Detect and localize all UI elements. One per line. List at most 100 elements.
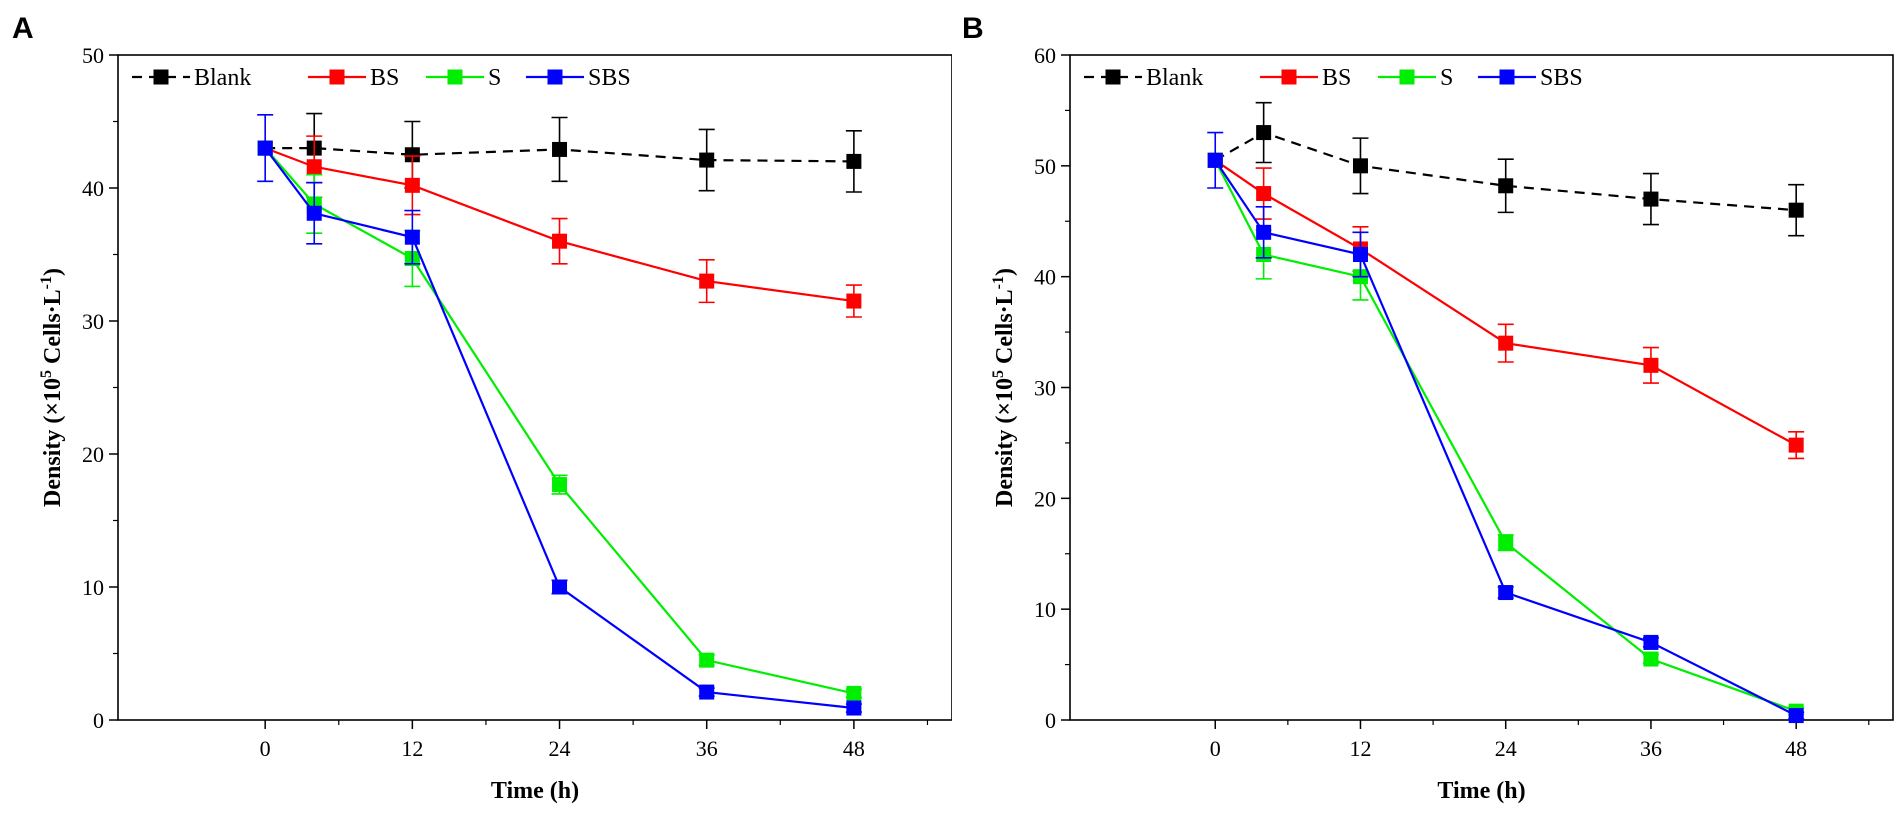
- chart-a-legend-bs: BS: [308, 65, 399, 91]
- chart-b-series-blank-marker: [1352, 158, 1368, 174]
- chart-b-y-axis-title-unit-sup: -1: [990, 276, 1007, 289]
- chart-a-legend-s-marker: [447, 69, 463, 85]
- chart-b-legend-bs-label: BS: [1322, 65, 1351, 91]
- chart-b-series-blank-marker: [1643, 191, 1659, 207]
- chart-b-legend-sbs: SBS: [1478, 65, 1583, 91]
- chart-b-series-bs-line: [1214, 159, 1797, 447]
- chart-a-series-bs-marker: [306, 159, 322, 175]
- chart-a-legend-blank: Blank: [132, 65, 251, 91]
- chart-a-series-s-marker: [699, 652, 715, 668]
- chart-a-legend-blank-label: Blank: [194, 65, 251, 91]
- chart-a-y-tick-label: 30: [82, 309, 104, 334]
- chart-b-x-tick-label: 12: [1349, 736, 1371, 761]
- chart-b-legend-s-label: S: [1440, 65, 1453, 91]
- chart-panel-a: A 0 12 24 36 48 0 10 20 30 40 50 Time (h) Density (×1…: [0, 0, 953, 817]
- chart-b-y-axis-title-unit: Cells·L: [992, 289, 1018, 370]
- chart-b-series-bs-marker: [1498, 335, 1514, 351]
- chart-b-series-sbs-marker: [1352, 247, 1368, 262]
- chart-a-y-tick-label: 20: [82, 442, 104, 467]
- chart-b-series-blank-marker: [1256, 125, 1272, 141]
- chart-b-series-blank-marker: [1788, 202, 1804, 218]
- chart-a-series-bs-line: [264, 147, 855, 303]
- chart-a-series-bs-marker: [699, 273, 715, 289]
- chart-a-svg: A 0 12 24 36 48 0 10 20 30 40 50 Time (h) Density (×1…: [12, 12, 953, 804]
- chart-b-series-bs-marker: [1788, 437, 1804, 453]
- chart-a-series-s-marker: [846, 685, 862, 701]
- chart-b-y-tick-label: 40: [1034, 265, 1056, 290]
- chart-b-y-tick-label: 20: [1034, 486, 1056, 511]
- chart-a-series-sbs-marker: [404, 229, 420, 245]
- chart-a-y-tick-label: 0: [93, 708, 104, 733]
- chart-b-legend-s: S: [1378, 65, 1453, 91]
- chart-a-y-tick-label: 40: [82, 176, 104, 201]
- chart-b-legend-sbs-label: SBS: [1540, 65, 1583, 91]
- chart-a-legend-sbs-label: SBS: [588, 65, 631, 91]
- chart-a-series-blank-line: [265, 147, 854, 163]
- chart-b-y-tick-label: 60: [1034, 43, 1056, 68]
- chart-a-series-sbs: [257, 114, 862, 716]
- chart-b-series-sbs-marker: [1788, 708, 1804, 724]
- chart-a-series-s-marker: [552, 477, 568, 493]
- chart-a-series-sbs-marker: [257, 140, 273, 156]
- chart-b-series-blank: [1207, 101, 1805, 237]
- chart-a-plot-frame: [117, 54, 953, 721]
- chart-b-legend-s-marker: [1399, 69, 1415, 85]
- chart-a-y-axis-title-sup: 5: [38, 370, 55, 378]
- chart-a-x-axis-title: Time (h): [491, 778, 579, 804]
- chart-a-x-tick-label: 12: [401, 736, 423, 761]
- chart-panel-b: B 0 12 24 36 48 0 10 20 30 40 50 60 Time (h) Density (…: [952, 0, 1904, 817]
- chart-a-series-blank-marker: [552, 141, 568, 157]
- chart-a-series-bs-marker: [404, 177, 420, 193]
- chart-b-x-tick-label: 0: [1210, 736, 1221, 761]
- chart-b-legend-bs: BS: [1260, 65, 1351, 91]
- chart-a-series-blank-marker: [699, 152, 715, 168]
- chart-b-series-bs-marker: [1256, 186, 1272, 202]
- chart-b-y-axis-title: Density (×105 Cells·L-1): [990, 268, 1018, 507]
- chart-a-x-tick-label: 48: [843, 736, 865, 761]
- chart-a-x-tick-label: 0: [260, 736, 271, 761]
- chart-b-series-blank-marker: [1498, 178, 1514, 194]
- chart-a-legend-bs-label: BS: [370, 65, 399, 91]
- chart-b-series-sbs-marker: [1256, 224, 1272, 240]
- chart-a-series-s-line: [264, 147, 855, 695]
- chart-b-series-s-line: [1214, 159, 1797, 713]
- chart-b-y-tick-label: 10: [1034, 597, 1056, 622]
- chart-b-legend-bs-marker: [1281, 69, 1297, 85]
- chart-b-series-sbs-line: [1214, 159, 1797, 717]
- chart-b-x-tick-label: 48: [1785, 736, 1807, 761]
- chart-b-legend-sbs-marker: [1499, 69, 1515, 85]
- chart-b-y-tick-label: 0: [1045, 708, 1056, 733]
- chart-a-y-axis-title-unit: Cells·L: [40, 289, 66, 370]
- chart-a-series-bs-marker: [846, 293, 862, 309]
- chart-a-series-blank: [257, 112, 862, 193]
- chart-b-series-sbs: [1207, 131, 1805, 724]
- chart-b-series-sbs-marker: [1207, 152, 1223, 168]
- chart-a-legend-blank-marker: [153, 69, 169, 85]
- chart-a-series-sbs-marker: [306, 205, 322, 221]
- chart-b-y-axis-title-close: ): [992, 268, 1018, 276]
- chart-b-series-bs-marker: [1643, 357, 1659, 373]
- chart-b-y-tick-label: 30: [1034, 376, 1056, 401]
- chart-b-x-tick-label: 24: [1495, 736, 1517, 761]
- chart-a-series-sbs-marker: [699, 684, 715, 700]
- chart-a-x-tick-label: 36: [696, 736, 718, 761]
- chart-b-svg: B 0 12 24 36 48 0 10 20 30 40 50 60 Time (h) Density (…: [962, 12, 1894, 804]
- chart-a-y-axis-title: Density (×105 Cells·L-1): [38, 268, 66, 507]
- chart-a-series-blank-marker: [846, 153, 862, 169]
- chart-b-series-s-marker: [1498, 535, 1514, 551]
- chart-a-legend-s-label: S: [488, 65, 501, 91]
- chart-a-series-blank-marker: [404, 147, 420, 163]
- chart-b-series-sbs-marker: [1498, 585, 1514, 601]
- chart-b-legend-blank-marker: [1105, 69, 1121, 85]
- chart-a-legend-bs-marker: [329, 69, 345, 85]
- chart-a-panel-label: A: [12, 12, 34, 45]
- chart-a-legend-sbs-marker: [547, 69, 563, 85]
- chart-b-series-s-marker: [1643, 651, 1659, 667]
- chart-b-plot-frame: [1069, 54, 1894, 721]
- chart-b-x-axis-title: Time (h): [1437, 778, 1525, 804]
- chart-b-series-s: [1207, 152, 1805, 719]
- chart-b-x-tick-label: 36: [1640, 736, 1662, 761]
- chart-b-legend-blank: Blank: [1084, 65, 1203, 91]
- chart-b-y-axis-title-sup: 5: [990, 370, 1007, 378]
- chart-b-legend-blank-label: Blank: [1146, 65, 1203, 91]
